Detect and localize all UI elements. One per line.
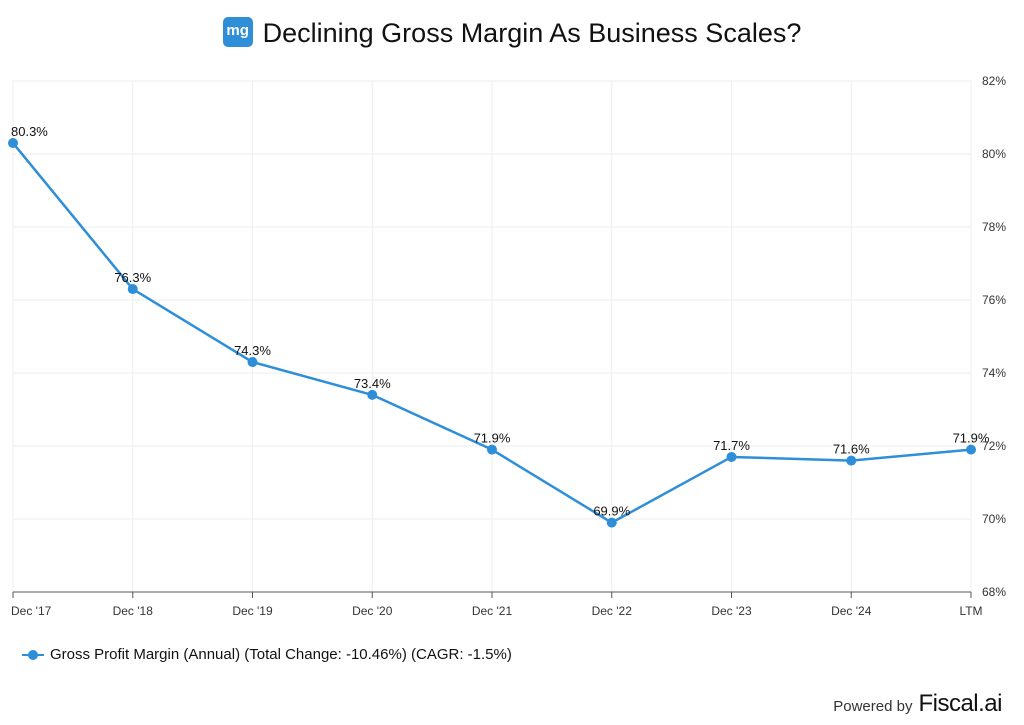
data-point — [127, 284, 138, 295]
footer: Powered by Fiscal.ai — [833, 690, 1002, 718]
y-tick-label: 72% — [982, 439, 1006, 453]
x-tick-label: Dec '19 — [232, 604, 273, 618]
x-tick-label: LTM — [959, 604, 982, 618]
data-label: 71.7% — [713, 438, 750, 453]
data-label: 71.6% — [833, 442, 870, 457]
x-tick-label: Dec '23 — [711, 604, 752, 618]
data-point — [966, 444, 976, 455]
data-point — [606, 517, 617, 528]
y-tick-label: 82% — [982, 74, 1006, 88]
y-tick-label: 76% — [982, 293, 1006, 307]
brand-logo: Fiscal.ai — [918, 690, 1002, 717]
legend-label: Gross Profit Margin (Annual) (Total Chan… — [50, 646, 512, 663]
x-tick-label: Dec '18 — [113, 604, 154, 618]
x-tick-label: Dec '22 — [592, 604, 633, 618]
y-tick-label: 70% — [982, 512, 1006, 526]
x-tick-label: Dec '21 — [472, 604, 513, 618]
x-tick-label: Dec '20 — [352, 604, 393, 618]
data-point — [8, 138, 18, 149]
data-point — [247, 357, 258, 368]
data-label: 74.3% — [234, 343, 271, 358]
y-tick-label: 78% — [982, 220, 1006, 234]
x-tick-label: Dec '24 — [831, 604, 872, 618]
title-text: Declining Gross Margin As Business Scale… — [262, 18, 802, 48]
data-point — [726, 451, 737, 462]
data-point — [846, 455, 857, 466]
data-label: 76.3% — [114, 270, 151, 285]
legend-swatch — [22, 649, 44, 661]
line-chart: 68% 70% 72% 74% 76% 78% 80% 82% Dec '17 Dec '18 De… — [8, 74, 1006, 618]
data-label: 80.3% — [11, 124, 48, 139]
chart-title: mg Declining Gross Margin As Business Sca… — [0, 16, 1024, 50]
data-label: 73.4% — [354, 376, 391, 391]
y-tick-label: 68% — [982, 585, 1006, 599]
data-label: 71.9% — [474, 431, 511, 446]
x-tick-label: Dec '17 — [11, 604, 52, 618]
y-tick-label: 80% — [982, 147, 1006, 161]
legend[interactable]: Gross Profit Margin (Annual) (Total Chan… — [22, 646, 512, 663]
y-tick-label: 74% — [982, 366, 1006, 380]
data-label: 71.9% — [953, 431, 990, 446]
data-point — [487, 444, 497, 455]
logo: mg — [222, 16, 253, 47]
powered-by: Powered by — [833, 698, 913, 715]
data-point — [367, 389, 378, 400]
data-label: 69.9% — [593, 504, 630, 519]
